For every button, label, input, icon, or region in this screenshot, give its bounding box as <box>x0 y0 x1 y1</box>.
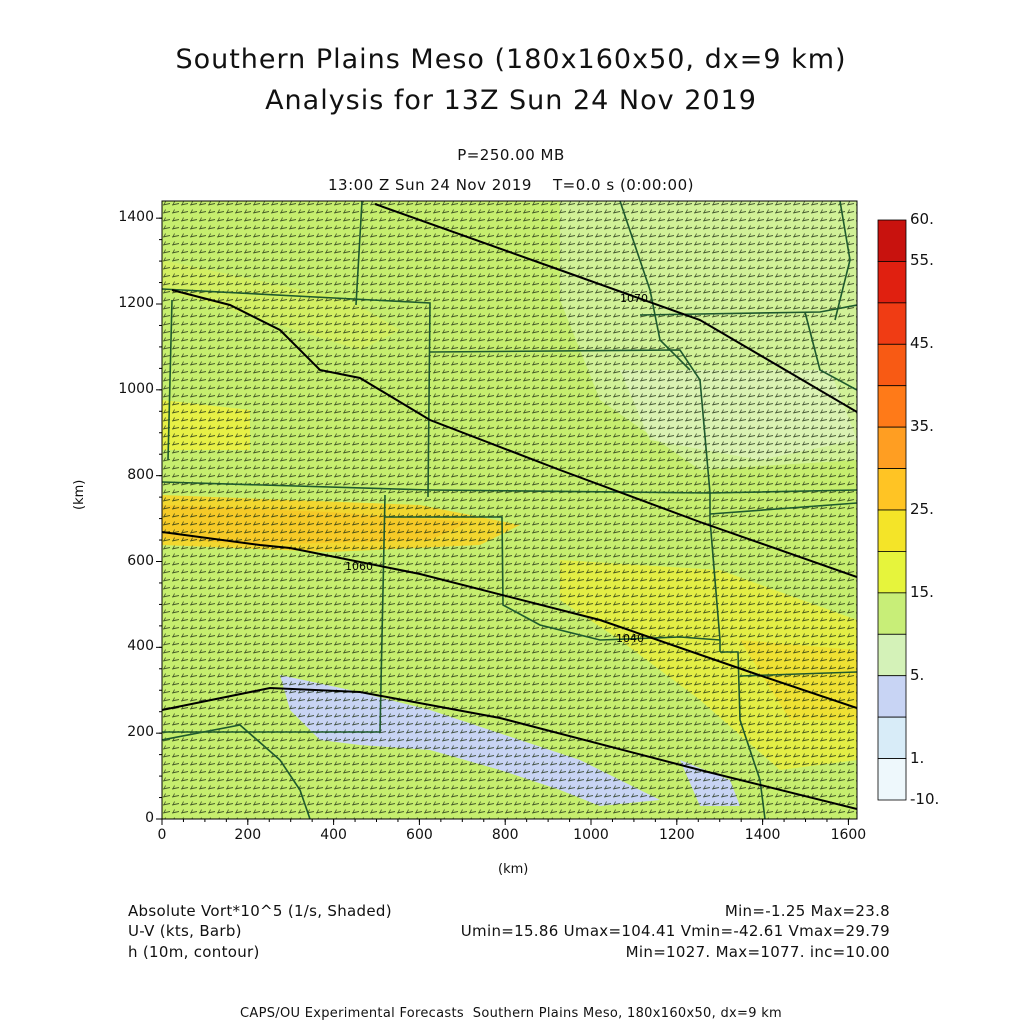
y-tick-label: 1000 <box>118 380 154 397</box>
x-tick-label: 1200 <box>658 827 695 843</box>
field3-stats: Min=1027. Max=1077. inc=10.00 <box>625 943 890 961</box>
axis-ticks <box>156 217 849 825</box>
colorbar-label: 25. <box>910 500 934 518</box>
contour-label: 1040 <box>616 632 644 645</box>
field2-name: U-V (kts, Barb) <box>128 922 242 940</box>
vorticity-shading <box>162 201 857 819</box>
y-tick-label: 600 <box>127 552 154 569</box>
valid-time-label: 13:00 Z Sun 24 Nov 2019 T=0.0 s (0:00:00… <box>328 176 694 194</box>
colorbar <box>877 219 907 801</box>
colorbar-label: 60. <box>910 210 934 228</box>
field1-stats: Min=-1.25 Max=23.8 <box>724 902 890 920</box>
x-tick-label: 1400 <box>744 827 781 843</box>
y-tick-label: 800 <box>127 466 154 483</box>
colorbar-swatch <box>877 675 907 718</box>
y-tick-label: 1400 <box>118 209 154 226</box>
height-contours <box>162 203 857 810</box>
contour-label: 1060 <box>345 560 373 573</box>
colorbar-swatch <box>877 468 907 511</box>
y-tick-label: 1200 <box>118 295 154 311</box>
colorbar-swatch <box>877 758 907 801</box>
field2-stats: Umin=15.86 Umax=104.41 Vmin=-42.61 Vmax=… <box>460 922 890 940</box>
colorbar-swatch <box>877 592 907 635</box>
colorbar-label: 45. <box>910 334 934 353</box>
colorbar-swatch <box>877 219 907 262</box>
x-axis-label: (km) <box>498 862 529 877</box>
colorbar-label: 1. <box>910 748 925 767</box>
y-axis-label: (km) <box>72 479 87 510</box>
title-line-2: Analysis for 13Z Sun 24 Nov 2019 <box>265 85 757 116</box>
field3-name: h (10m, contour) <box>128 943 260 961</box>
pressure-level-label: P=250.00 MB <box>457 146 565 164</box>
x-tick-label: 600 <box>406 827 433 843</box>
colorbar-swatch <box>877 385 907 428</box>
colorbar-label: 35. <box>910 417 934 436</box>
colorbar-swatch <box>877 261 907 304</box>
colorbar-swatch <box>877 633 907 677</box>
plot-frame <box>161 200 858 820</box>
title-line-1: Southern Plains Meso (180x160x50, dx=9 k… <box>175 44 847 75</box>
y-tick-label: 0 <box>145 810 154 826</box>
contour-label: 1070 <box>620 292 648 305</box>
x-tick-label: 800 <box>491 827 519 843</box>
x-tick-label: 200 <box>234 827 262 843</box>
x-tick-label: 0 <box>157 827 167 843</box>
footer-credit: CAPS/OU Experimental Forecasts Southern … <box>240 1006 782 1021</box>
colorbar-label: -10. <box>910 790 940 808</box>
y-tick-label: 200 <box>127 724 154 741</box>
colorbar-swatch <box>877 551 907 594</box>
y-tick-label: 400 <box>127 638 154 655</box>
x-tick-label: 1600 <box>830 827 867 843</box>
colorbar-label: 15. <box>910 582 934 601</box>
x-tick-label: 400 <box>320 827 347 843</box>
field1-name: Absolute Vort*10^5 (1/s, Shaded) <box>128 902 392 920</box>
colorbar-swatch <box>877 343 907 387</box>
state-boundaries <box>162 201 857 819</box>
colorbar-swatch <box>877 716 907 759</box>
colorbar-swatch <box>877 509 907 552</box>
x-tick-label: 1000 <box>573 827 609 843</box>
colorbar-label: 5. <box>910 665 925 684</box>
colorbar-swatch <box>877 426 907 469</box>
colorbar-swatch <box>877 302 907 345</box>
colorbar-label: 55. <box>910 251 934 270</box>
